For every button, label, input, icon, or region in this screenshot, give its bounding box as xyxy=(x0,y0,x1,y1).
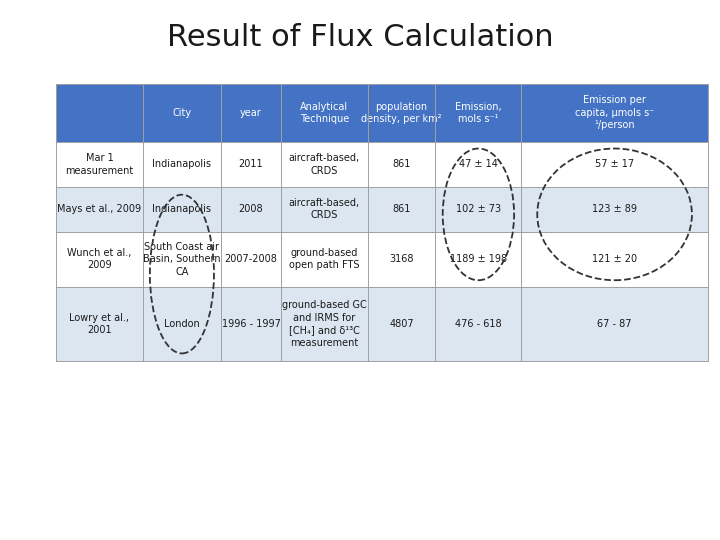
Bar xyxy=(56,84,708,142)
Text: year: year xyxy=(240,108,262,118)
Bar xyxy=(56,287,708,361)
Text: 2008: 2008 xyxy=(238,204,264,214)
Text: Wunch et al.,
2009: Wunch et al., 2009 xyxy=(67,248,132,271)
Text: 1189 ± 198: 1189 ± 198 xyxy=(450,254,507,264)
Text: 67 - 87: 67 - 87 xyxy=(598,319,632,329)
Text: 2007-2008: 2007-2008 xyxy=(225,254,277,264)
Bar xyxy=(56,187,708,232)
Text: Analytical
Technique: Analytical Technique xyxy=(300,102,349,124)
Bar xyxy=(56,232,708,287)
Text: Emission per
capita, μmols s⁻
¹/person: Emission per capita, μmols s⁻ ¹/person xyxy=(575,96,654,130)
Text: London: London xyxy=(164,319,199,329)
Text: 57 ± 17: 57 ± 17 xyxy=(595,159,634,170)
Text: Mar 1
measurement: Mar 1 measurement xyxy=(66,153,134,176)
Bar xyxy=(56,142,708,187)
Text: 4807: 4807 xyxy=(390,319,414,329)
Text: 861: 861 xyxy=(392,159,410,170)
Text: 2011: 2011 xyxy=(238,159,264,170)
Text: Indianapolis: Indianapolis xyxy=(153,204,212,214)
Text: Emission,
mols s⁻¹: Emission, mols s⁻¹ xyxy=(455,102,502,124)
Text: 121 ± 20: 121 ± 20 xyxy=(592,254,637,264)
Text: 1996 - 1997: 1996 - 1997 xyxy=(222,319,280,329)
Text: ground-based GC
and IRMS for
[CH₄] and δ¹³C
measurement: ground-based GC and IRMS for [CH₄] and δ… xyxy=(282,300,366,348)
Text: 102 ± 73: 102 ± 73 xyxy=(456,204,501,214)
Text: Mays et al., 2009: Mays et al., 2009 xyxy=(58,204,142,214)
Text: 861: 861 xyxy=(392,204,410,214)
Text: population
density, per km²: population density, per km² xyxy=(361,102,442,124)
Text: City: City xyxy=(172,108,192,118)
Text: aircraft-based,
CRDS: aircraft-based, CRDS xyxy=(289,198,360,220)
Text: 47 ± 14: 47 ± 14 xyxy=(459,159,498,170)
Text: Result of Flux Calculation: Result of Flux Calculation xyxy=(167,23,553,52)
Text: Lowry et al.,
2001: Lowry et al., 2001 xyxy=(70,313,130,335)
Text: Indianapolis: Indianapolis xyxy=(153,159,212,170)
Text: ground-based
open path FTS: ground-based open path FTS xyxy=(289,248,359,271)
Text: South Coast air
Basin, Southern
CA: South Coast air Basin, Southern CA xyxy=(143,242,221,276)
Text: aircraft-based,
CRDS: aircraft-based, CRDS xyxy=(289,153,360,176)
Text: 123 ± 89: 123 ± 89 xyxy=(592,204,637,214)
Text: 476 - 618: 476 - 618 xyxy=(455,319,502,329)
Text: 3168: 3168 xyxy=(390,254,414,264)
